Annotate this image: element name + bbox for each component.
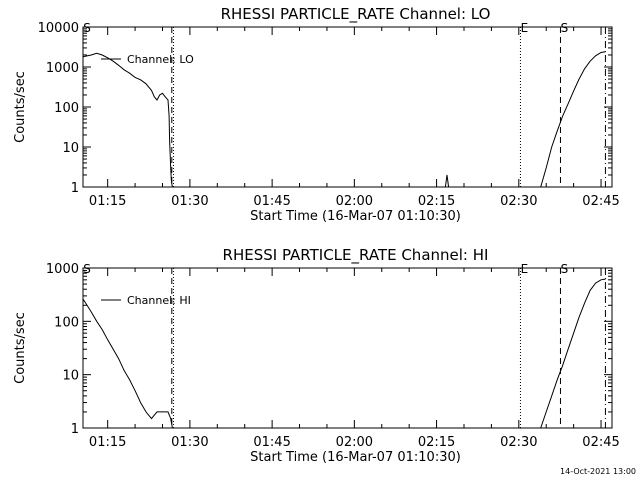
plot-frame	[82, 267, 613, 429]
x-tick-label: 02:00	[336, 435, 373, 450]
footer-timestamp: 14-Oct-2021 13:00	[560, 467, 636, 476]
y-tick-label: 100	[54, 101, 79, 116]
y-tick-label: 1000	[46, 61, 79, 76]
x-axis-label: Start Time (16-Mar-07 01:10:30)	[250, 450, 461, 465]
y-axis-label: Counts/sec	[13, 312, 28, 384]
y-axis-label: Counts/sec	[13, 71, 28, 143]
chart-panel-hi: RHESSI PARTICLE_RATE Channel: HI 1 10 100 10…	[13, 246, 620, 465]
event-marker-label: S	[83, 21, 91, 35]
x-tick-label: 02:45	[582, 435, 619, 450]
y-tick-label: 10	[62, 141, 79, 156]
y-tick-label: 100	[54, 315, 79, 330]
series-line	[82, 298, 173, 429]
x-tick-label: 02:15	[418, 435, 455, 450]
chart-panel-lo: RHESSI PARTICLE_RATE Channel: LO 1 10 100 10…	[13, 5, 620, 224]
y-tick-label: 1000	[46, 262, 79, 277]
series-line	[82, 52, 173, 188]
x-tick-label: 02:45	[582, 194, 619, 209]
legend-label: Channel: HI	[127, 294, 191, 307]
x-tick-label: 02:30	[500, 194, 537, 209]
event-marker-label: E	[521, 262, 529, 276]
x-tick-label: 01:45	[253, 194, 290, 209]
x-tick-label: 01:45	[253, 435, 290, 450]
x-tick-label: 01:30	[171, 194, 208, 209]
x-tick-label: 01:15	[89, 435, 126, 450]
legend-label: Channel: LO	[127, 53, 194, 66]
x-tick-label: 01:30	[171, 435, 208, 450]
x-axis-label: Start Time (16-Mar-07 01:10:30)	[250, 209, 461, 224]
event-marker-label: S	[83, 262, 91, 276]
x-tick-label: 02:30	[500, 435, 537, 450]
chart-title: RHESSI PARTICLE_RATE Channel: HI	[223, 246, 489, 265]
event-marker-label: S	[561, 262, 569, 276]
event-marker-label: E	[521, 21, 529, 35]
series-line	[540, 51, 606, 188]
y-tick-label: 10	[62, 369, 79, 384]
series-line	[540, 278, 606, 429]
plot-frame	[82, 26, 613, 188]
chart-title: RHESSI PARTICLE_RATE Channel: LO	[221, 5, 491, 24]
x-tick-label: 01:15	[89, 194, 126, 209]
y-tick-label: 10000	[38, 21, 79, 36]
x-tick-label: 02:15	[418, 194, 455, 209]
event-marker-label: S	[561, 21, 569, 35]
series-line	[444, 174, 450, 188]
y-tick-label: 1	[71, 181, 79, 196]
x-tick-label: 02:00	[336, 194, 373, 209]
y-tick-label: 1	[71, 422, 79, 437]
